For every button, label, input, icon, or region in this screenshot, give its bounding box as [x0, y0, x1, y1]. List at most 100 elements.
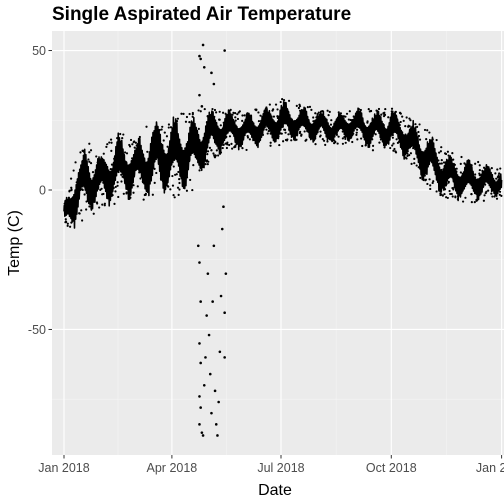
data-point	[396, 127, 399, 130]
data-point	[214, 154, 217, 157]
data-point	[420, 155, 424, 158]
data-point	[496, 189, 499, 192]
data-point	[197, 127, 200, 130]
data-point	[349, 118, 352, 122]
data-point	[404, 144, 407, 147]
data-point	[253, 125, 256, 128]
outlier-point	[210, 71, 213, 75]
data-point	[391, 136, 394, 139]
data-point	[470, 175, 473, 178]
data-point	[206, 130, 209, 133]
data-point	[265, 106, 268, 109]
data-point	[369, 125, 372, 128]
data-point	[218, 110, 221, 113]
data-point	[132, 175, 135, 179]
data-point	[459, 191, 462, 194]
data-point	[479, 181, 483, 185]
data-point	[390, 110, 393, 113]
data-point	[485, 177, 488, 180]
data-point	[173, 158, 176, 162]
data-point	[475, 179, 479, 182]
data-point	[344, 137, 347, 140]
data-point	[208, 146, 212, 149]
data-point	[110, 141, 113, 144]
data-point	[341, 127, 344, 130]
data-point	[89, 149, 93, 152]
data-point	[408, 117, 411, 120]
data-point	[64, 201, 67, 204]
data-point	[110, 194, 113, 197]
data-point	[417, 130, 420, 134]
data-point	[112, 177, 115, 180]
outlier-point	[202, 383, 206, 387]
data-point	[257, 111, 260, 114]
data-point	[365, 142, 368, 145]
data-point	[288, 128, 291, 131]
data-point	[478, 172, 481, 175]
data-point	[178, 181, 181, 185]
data-point	[406, 154, 409, 157]
data-point	[336, 142, 339, 145]
data-point	[169, 188, 172, 191]
data-point	[328, 110, 331, 113]
data-point	[286, 108, 289, 111]
data-point	[398, 127, 401, 130]
data-point	[282, 140, 285, 143]
data-point	[108, 141, 111, 144]
data-point	[133, 146, 136, 149]
data-point	[171, 184, 175, 187]
data-point	[413, 145, 416, 148]
data-point	[421, 174, 424, 178]
data-point	[119, 152, 122, 155]
outlier-point	[198, 93, 201, 97]
data-point	[191, 188, 194, 192]
data-point	[437, 164, 440, 167]
outlier-point	[199, 406, 202, 409]
data-point	[101, 161, 104, 165]
data-point	[391, 144, 394, 147]
data-point	[369, 109, 373, 113]
data-point	[183, 183, 186, 186]
data-point	[343, 129, 346, 132]
data-point	[214, 141, 217, 144]
data-point	[269, 144, 272, 147]
data-point	[493, 180, 496, 183]
data-point	[266, 132, 269, 135]
data-point	[401, 115, 404, 118]
data-point	[277, 135, 280, 138]
data-point	[229, 128, 232, 131]
data-point	[287, 124, 290, 127]
data-point	[347, 126, 350, 129]
data-point	[152, 160, 155, 164]
data-point	[455, 167, 458, 170]
data-point	[355, 133, 358, 136]
data-point	[298, 109, 302, 112]
data-point	[119, 160, 122, 163]
data-point	[229, 108, 232, 111]
outlier-point	[199, 300, 202, 303]
data-point	[341, 130, 344, 133]
data-point	[378, 141, 381, 144]
data-point	[278, 143, 281, 147]
data-point	[371, 144, 375, 147]
data-point	[375, 118, 378, 121]
data-point	[327, 129, 330, 132]
data-point	[482, 199, 485, 202]
data-point	[117, 141, 120, 144]
data-point	[167, 123, 171, 126]
data-point	[81, 149, 84, 152]
data-point	[80, 185, 83, 188]
y-axis-ticks: 50 0 -50	[28, 44, 52, 337]
data-point	[447, 181, 450, 184]
outlier-point	[200, 105, 204, 108]
outlier-point	[224, 272, 228, 275]
data-point	[436, 178, 439, 182]
outlier-point	[204, 356, 207, 359]
data-point	[447, 154, 450, 157]
data-point	[317, 126, 320, 129]
data-point	[387, 126, 390, 130]
data-point	[191, 113, 194, 116]
data-point	[257, 119, 261, 123]
data-point	[307, 127, 310, 130]
data-point	[261, 133, 265, 136]
